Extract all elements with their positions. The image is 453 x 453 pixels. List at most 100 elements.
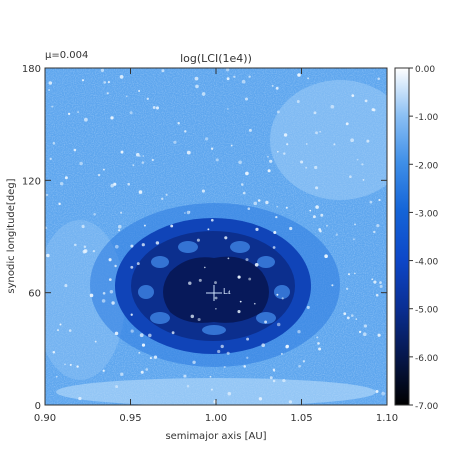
chaotic-point <box>188 211 191 213</box>
chaotic-point <box>120 211 123 214</box>
chaotic-point <box>203 266 206 269</box>
chaotic-point <box>241 79 246 84</box>
chaotic-point <box>276 322 281 327</box>
chaotic-point <box>153 355 158 359</box>
chaotic-point <box>315 205 319 209</box>
chaotic-point <box>226 351 230 355</box>
chaotic-point <box>276 110 280 114</box>
chaotic-point <box>255 227 259 231</box>
chaotic-point <box>352 238 355 241</box>
chaotic-point <box>373 280 377 284</box>
chaotic-point <box>138 90 141 92</box>
chaotic-point <box>210 147 214 150</box>
chaotic-point <box>283 152 286 155</box>
chaotic-point <box>289 226 293 231</box>
colorbar-ticks: 0.00 -1.00 -2.00 -3.00 -4.00 -5.00 -6.00 -7.00 <box>409 65 439 412</box>
chaotic-point <box>118 229 121 232</box>
chaotic-point <box>81 79 85 82</box>
chaotic-point <box>209 375 212 378</box>
chaotic-point <box>161 197 164 200</box>
chaotic-point <box>377 333 381 337</box>
chaotic-point <box>155 106 160 110</box>
resonance-islands <box>138 241 290 335</box>
chaotic-point <box>45 226 48 230</box>
chaotic-point <box>139 333 144 338</box>
chaotic-point <box>237 310 241 314</box>
chaotic-point <box>345 287 349 290</box>
chaotic-point <box>355 318 358 320</box>
chaotic-point <box>146 97 149 100</box>
chaotic-point <box>102 369 105 372</box>
chaotic-point <box>55 375 58 378</box>
colorbar-tick-label: -6.00 <box>415 354 439 364</box>
chaotic-point <box>45 193 49 197</box>
chaotic-point <box>103 81 106 84</box>
chaotic-point <box>127 182 131 186</box>
chaotic-point <box>188 281 192 285</box>
chaotic-point <box>152 106 156 109</box>
chaotic-point <box>297 73 301 77</box>
chaotic-point <box>285 206 288 209</box>
x-axis-ticks: 0.90 0.95 1.00 1.05 1.10 <box>34 68 398 424</box>
chaotic-point <box>275 215 278 219</box>
chaotic-point <box>379 284 383 288</box>
chaotic-point <box>142 155 145 157</box>
chaotic-point <box>183 374 187 378</box>
chaotic-point <box>48 89 50 91</box>
light-swirl-bottom <box>56 378 376 405</box>
chaotic-point <box>210 388 213 391</box>
chaotic-point <box>305 166 308 169</box>
chaotic-point <box>275 86 279 90</box>
chaotic-point <box>101 299 106 303</box>
chaotic-point <box>106 92 109 95</box>
y-axis-label: synodic longitude[deg] <box>6 178 17 293</box>
chaotic-point <box>114 264 117 268</box>
chaotic-point <box>120 372 124 376</box>
chaotic-point <box>108 278 112 281</box>
chaotic-point <box>125 95 128 98</box>
chaotic-point <box>248 75 251 78</box>
l4-label: L₄ <box>223 287 231 296</box>
chaotic-point <box>276 150 279 153</box>
x-tick-label: 0.95 <box>119 413 141 424</box>
chaotic-point <box>239 300 242 303</box>
chaotic-point <box>102 291 106 295</box>
colorbar <box>394 67 410 406</box>
chaotic-point <box>361 163 364 166</box>
chaotic-point <box>242 191 246 195</box>
chaotic-point <box>248 277 252 281</box>
chaotic-point <box>300 160 304 164</box>
chaotic-point <box>246 337 250 341</box>
chaotic-point <box>375 390 379 393</box>
chaotic-point <box>110 183 114 188</box>
y-tick-label: 0 <box>35 401 41 412</box>
chaotic-point <box>130 313 133 316</box>
chaotic-point <box>89 293 94 298</box>
chaotic-point <box>210 218 214 222</box>
chaotic-point <box>82 249 87 254</box>
chaotic-point <box>333 143 336 146</box>
chaotic-point <box>347 273 351 276</box>
chaotic-point <box>52 351 56 354</box>
chaotic-point <box>77 111 80 114</box>
chaotic-point <box>286 143 289 146</box>
chaotic-point <box>238 160 242 165</box>
chaotic-point <box>84 117 88 122</box>
y-tick-label: 180 <box>22 64 41 75</box>
chaotic-point <box>297 330 301 334</box>
chaotic-point <box>324 254 328 259</box>
chaotic-point <box>138 190 143 194</box>
chaotic-point <box>335 233 338 236</box>
chaotic-point <box>362 179 365 181</box>
chaotic-point <box>319 130 322 133</box>
chaotic-point <box>247 207 251 210</box>
chaotic-point <box>214 281 217 285</box>
colorbar-tick-label: -3.00 <box>415 209 439 219</box>
chaotic-point <box>107 81 110 84</box>
chaotic-point <box>220 344 224 349</box>
chaotic-point <box>369 200 373 204</box>
chaotic-point <box>349 175 352 179</box>
chaotic-point <box>298 364 301 368</box>
chaotic-point <box>151 158 154 162</box>
chaotic-point <box>197 317 201 322</box>
